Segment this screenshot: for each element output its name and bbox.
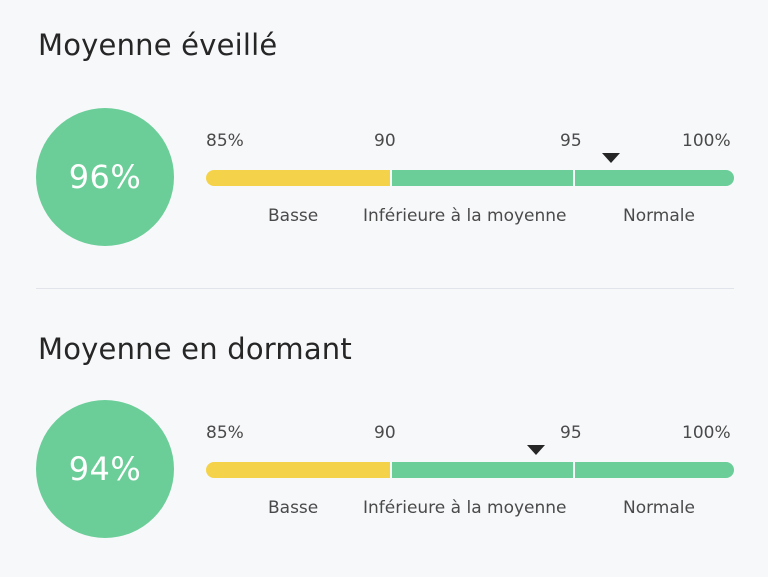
awake-range-low — [206, 170, 391, 186]
awake-category-low: Basse — [268, 206, 319, 226]
awake-tick-90: 90 — [374, 131, 396, 151]
asleep-value-marker — [527, 445, 545, 455]
asleep-category-below-average: Inférieure à la moyenne — [363, 498, 567, 518]
asleep-tick-90: 90 — [374, 423, 396, 443]
awake-category-normal: Normale — [623, 206, 695, 226]
awake-tick-85: 85% — [206, 131, 244, 151]
awake-average-section: Moyenne éveillé 96% 85% 90 95 100% Basse… — [0, 0, 768, 270]
asleep-category-normal: Normale — [623, 498, 695, 518]
awake-range-bar — [206, 170, 734, 186]
asleep-average-section: Moyenne en dormant 94% 85% 90 95 100% Ba… — [0, 292, 768, 562]
asleep-range-low — [206, 462, 391, 478]
asleep-range-bar — [206, 462, 734, 478]
asleep-range-gap — [390, 462, 393, 478]
awake-tick-95: 95 — [560, 131, 582, 151]
asleep-title: Moyenne en dormant — [38, 332, 352, 366]
awake-category-below-average: Inférieure à la moyenne — [363, 206, 567, 226]
asleep-tick-85: 85% — [206, 423, 244, 443]
awake-range-gap-2 — [572, 170, 575, 186]
awake-value-marker — [602, 153, 620, 163]
section-divider — [36, 288, 734, 289]
awake-tick-100: 100% — [682, 131, 731, 151]
asleep-value-circle: 94% — [36, 400, 174, 538]
awake-range-below-average — [392, 170, 573, 186]
awake-range-gap — [390, 170, 393, 186]
awake-range-normal — [574, 170, 734, 186]
awake-value-label: 96% — [68, 158, 142, 196]
asleep-range-normal — [574, 462, 734, 478]
awake-title: Moyenne éveillé — [38, 28, 278, 62]
asleep-range-below-average — [392, 462, 573, 478]
awake-value-circle: 96% — [36, 108, 174, 246]
asleep-range-gap-2 — [572, 462, 575, 478]
asleep-tick-100: 100% — [682, 423, 731, 443]
asleep-category-low: Basse — [268, 498, 319, 518]
asleep-tick-95: 95 — [560, 423, 582, 443]
asleep-value-label: 94% — [68, 450, 142, 488]
